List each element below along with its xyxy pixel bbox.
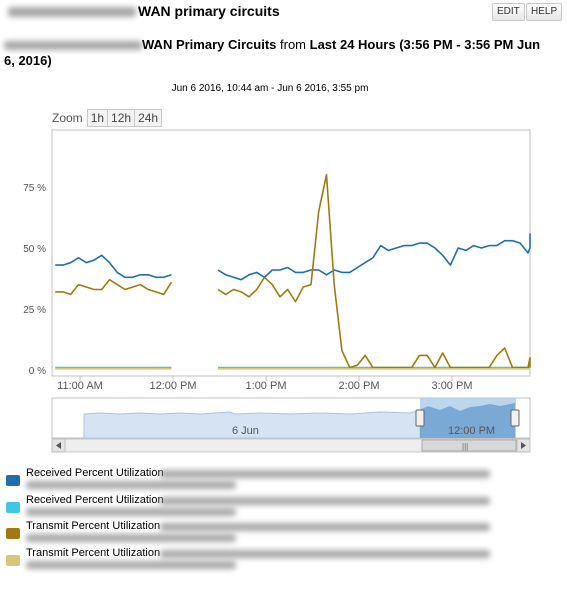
navigator-day-label: 6 Jun — [232, 425, 259, 437]
date-range-label: Jun 6 2016, 10:44 am - Jun 6 2016, 3:55 … — [171, 83, 369, 94]
navigator-area — [83, 409, 421, 439]
y-tick-label: 25 % — [23, 305, 46, 316]
redacted-text — [8, 7, 136, 17]
x-tick-label: 11:00 AM — [57, 380, 103, 392]
legend-item[interactable]: Received Percent Utilization — [0, 467, 567, 489]
scroll-grip-icon: ||| — [462, 442, 468, 451]
scrollbar-thumb[interactable] — [421, 439, 517, 452]
x-tick-label: 2:00 PM — [339, 380, 380, 392]
widget-title: WAN primary circuits — [138, 3, 280, 19]
zoom-1h-button[interactable]: 1h — [86, 109, 109, 127]
legend-label: Transmit Percent Utilization — [26, 547, 161, 559]
zoom-controls: Zoom 1h 12h 24h — [52, 109, 163, 127]
legend-swatch — [6, 555, 20, 566]
x-tick-label: 3:00 PM — [432, 380, 473, 392]
range-navigator[interactable]: 6 Jun 12:00 PM — [51, 397, 531, 439]
subtitle-from: from — [280, 37, 306, 52]
chart-subtitle: WAN Primary Circuits from Last 24 Hours … — [4, 37, 544, 69]
legend-item[interactable]: Transmit Percent Utilization — [0, 520, 567, 542]
arrow-left-icon — [56, 442, 61, 449]
navigator-scrollbar[interactable]: ||| — [51, 438, 531, 453]
redacted-text — [26, 534, 236, 542]
x-tick-label: 12:00 PM — [149, 380, 196, 392]
navigator-selected-area — [420, 403, 515, 438]
redacted-text — [26, 561, 236, 569]
legend-item[interactable]: Transmit Percent Utilization — [0, 547, 567, 569]
navigator-left-handle[interactable] — [415, 409, 425, 427]
plot-border — [51, 129, 531, 377]
help-button[interactable]: HELP — [526, 3, 563, 21]
subtitle-period: Last 24 Hours (3:56 PM - 3:56 PM Jun 6, … — [4, 37, 541, 68]
legend-label: Transmit Percent Utilization — [26, 520, 161, 532]
series-lines — [55, 174, 531, 370]
widget-header: WAN primary circuits EDIT HELP — [0, 0, 567, 24]
redacted-text — [160, 523, 490, 531]
navigator-right-handle[interactable] — [510, 409, 520, 427]
legend-swatch — [6, 502, 20, 513]
legend-item[interactable]: Received Percent Utilization — [0, 494, 567, 516]
zoom-24h-button[interactable]: 24h — [134, 109, 163, 127]
navigator-time-label: 12:00 PM — [448, 425, 495, 437]
subtitle-name: WAN Primary Circuits — [142, 37, 277, 52]
edit-button[interactable]: EDIT — [492, 3, 525, 21]
legend-label: Received Percent Utilization — [26, 467, 164, 479]
redacted-text — [160, 550, 490, 558]
series-line-1[interactable] — [55, 233, 531, 281]
redacted-text — [4, 41, 142, 51]
series-line-3[interactable] — [55, 174, 531, 369]
arrow-right-icon — [521, 442, 526, 449]
legend-label: Received Percent Utilization — [26, 494, 164, 506]
y-tick-label: 0 % — [29, 366, 46, 377]
redacted-text — [160, 497, 490, 505]
zoom-label: Zoom — [52, 111, 83, 125]
y-tick-label: 50 % — [23, 244, 46, 255]
redacted-text — [160, 470, 490, 478]
legend-swatch — [6, 528, 20, 539]
y-axis: 0 % 25 % 50 % 75 % — [23, 183, 46, 377]
redacted-text — [26, 481, 236, 489]
x-axis: 11:00 AM 12:00 PM 1:00 PM 2:00 PM 3:00 PM — [57, 376, 472, 392]
y-tick-label: 75 % — [23, 183, 46, 194]
redacted-text — [26, 508, 236, 516]
legend-swatch — [6, 475, 20, 486]
x-tick-label: 1:00 PM — [246, 380, 287, 392]
